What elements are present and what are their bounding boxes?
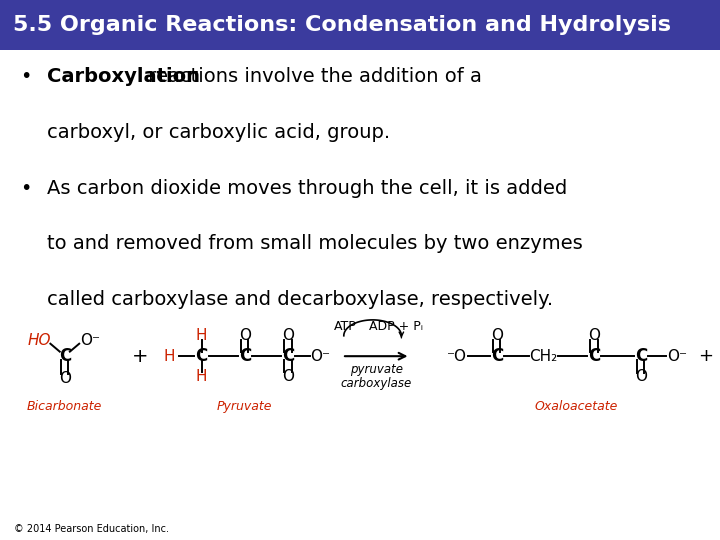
Text: Pyruvate: Pyruvate	[217, 400, 273, 413]
Text: O⁻: O⁻	[667, 349, 687, 363]
Text: •: •	[20, 67, 32, 86]
Text: •: •	[20, 179, 32, 198]
Text: ADP + Pᵢ: ADP + Pᵢ	[369, 320, 423, 333]
Text: O: O	[635, 369, 647, 384]
Text: carboxylase: carboxylase	[341, 377, 412, 390]
Text: ATP: ATP	[334, 320, 357, 333]
Text: O: O	[282, 369, 294, 384]
Text: C: C	[634, 347, 647, 365]
Text: C: C	[490, 347, 503, 365]
Text: to and removed from small molecules by two enzymes: to and removed from small molecules by t…	[47, 234, 582, 253]
Text: C: C	[58, 347, 71, 365]
Text: O: O	[588, 328, 600, 343]
Text: Oxaloacetate: Oxaloacetate	[534, 400, 618, 413]
Text: called carboxylase and decarboxylase, respectively.: called carboxylase and decarboxylase, re…	[47, 290, 553, 309]
Text: ⁻O: ⁻O	[447, 349, 467, 363]
Text: +: +	[698, 347, 713, 365]
Text: Bicarbonate: Bicarbonate	[27, 400, 102, 413]
Text: Carboxylation: Carboxylation	[47, 67, 200, 86]
Text: C: C	[238, 347, 251, 365]
Text: H: H	[196, 369, 207, 384]
Text: O⁻: O⁻	[310, 349, 330, 363]
Text: CH₂: CH₂	[529, 349, 558, 363]
Text: C: C	[195, 347, 208, 365]
Text: H: H	[196, 328, 207, 343]
Text: O: O	[239, 328, 251, 343]
Text: H: H	[163, 349, 175, 363]
Text: O: O	[491, 328, 503, 343]
Text: C: C	[588, 347, 600, 365]
Text: +: +	[132, 347, 148, 366]
Text: © 2014 Pearson Education, Inc.: © 2014 Pearson Education, Inc.	[14, 523, 169, 534]
Text: carboxyl, or carboxylic acid, group.: carboxyl, or carboxylic acid, group.	[47, 123, 390, 142]
Text: pyruvate: pyruvate	[350, 363, 402, 376]
Text: reactions involve the addition of a: reactions involve the addition of a	[142, 67, 482, 86]
Text: As carbon dioxide moves through the cell, it is added: As carbon dioxide moves through the cell…	[47, 179, 567, 198]
Text: O: O	[59, 372, 71, 386]
Text: O⁻: O⁻	[80, 333, 100, 348]
Text: HO: HO	[28, 333, 51, 348]
Text: C: C	[282, 347, 294, 365]
Text: 5.5 Organic Reactions: Condensation and Hydrolysis: 5.5 Organic Reactions: Condensation and …	[13, 15, 671, 36]
Text: O: O	[282, 328, 294, 343]
